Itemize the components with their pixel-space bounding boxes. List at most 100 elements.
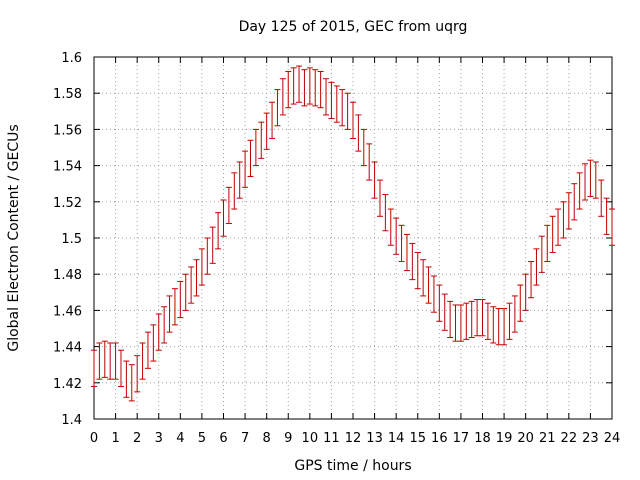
x-tick-label: 23 — [582, 431, 599, 446]
error-bar-point — [107, 342, 114, 380]
error-bar-point — [463, 302, 470, 340]
error-bar-point — [301, 69, 308, 107]
y-tick-label: 1.46 — [53, 304, 82, 319]
error-bar-point — [414, 251, 421, 290]
y-tick-label: 1.44 — [53, 341, 82, 356]
error-bar-point — [436, 284, 443, 322]
error-bar-point — [166, 295, 173, 333]
error-bar-point — [209, 226, 216, 264]
error-bar-point — [479, 299, 486, 337]
error-bar-point — [587, 159, 594, 197]
x-tick-label: 2 — [133, 431, 141, 446]
y-axis-label: Global Electron Content / GECUs — [6, 124, 22, 351]
error-bar-point — [549, 215, 556, 253]
error-bar-point — [603, 197, 610, 235]
error-bar-point — [355, 114, 362, 152]
error-bar-point — [128, 364, 135, 402]
error-bar-point — [193, 259, 200, 297]
error-bar-point — [290, 67, 297, 105]
error-bar-point — [134, 355, 141, 393]
error-bar-point — [555, 208, 562, 246]
error-bar-point — [117, 349, 124, 387]
error-bar-point — [323, 78, 330, 116]
error-bar-point — [317, 70, 324, 109]
x-tick-label: 8 — [263, 431, 271, 446]
y-tick-label: 1.56 — [53, 123, 82, 138]
error-bar-point — [112, 342, 119, 380]
error-bar-point — [403, 233, 410, 272]
error-bar-point — [296, 65, 303, 103]
error-bar-point — [258, 121, 265, 159]
error-bar-point — [376, 179, 383, 217]
error-bar-point — [571, 183, 578, 221]
y-tick-label: 1.42 — [53, 377, 82, 392]
error-bar-point — [420, 259, 427, 297]
error-bar-point — [269, 101, 276, 139]
y-tick-label: 1.58 — [53, 87, 82, 102]
error-bar-point — [560, 201, 567, 239]
x-tick-label: 16 — [431, 431, 448, 446]
error-bar-point — [247, 139, 254, 177]
x-tick-label: 11 — [323, 431, 340, 446]
error-bar-point — [447, 300, 454, 339]
error-bar-point — [382, 194, 389, 232]
error-bar-point — [398, 224, 405, 263]
x-tick-label: 13 — [366, 431, 383, 446]
error-bar-point — [339, 89, 346, 127]
error-bar-point — [155, 313, 162, 351]
error-bar-point — [393, 217, 400, 255]
error-bar-point — [161, 306, 168, 344]
error-bar-point — [468, 300, 475, 339]
error-bar-point — [506, 302, 513, 340]
error-bar-point — [333, 85, 340, 123]
x-tick-label: 5 — [198, 431, 206, 446]
x-tick-label: 15 — [409, 431, 426, 446]
error-bar-point — [242, 150, 249, 188]
error-bar-point — [495, 308, 502, 346]
x-tick-label: 24 — [604, 431, 621, 446]
y-tick-label: 1.6 — [61, 51, 82, 66]
chart-title: Day 125 of 2015, GEC from uqrg — [239, 19, 468, 35]
error-bar-point — [474, 299, 481, 337]
error-bar-point — [517, 284, 524, 322]
x-tick-label: 0 — [90, 431, 98, 446]
error-bar-point — [360, 128, 367, 167]
x-tick-label: 10 — [302, 431, 319, 446]
error-bar-point — [430, 275, 437, 313]
data-points — [91, 65, 615, 402]
error-bar-point — [425, 266, 432, 304]
error-bar-point — [144, 331, 151, 369]
error-bar-point — [609, 208, 615, 246]
error-bar-point — [328, 81, 335, 120]
error-bar-point — [123, 360, 130, 398]
error-bar-point — [182, 273, 189, 311]
error-bar-point — [501, 308, 508, 346]
error-bar-point — [188, 266, 195, 304]
error-bar-point — [285, 70, 292, 109]
error-bar-point — [484, 302, 491, 340]
error-bar-point — [490, 306, 497, 344]
y-tick-label: 1.4 — [61, 413, 82, 428]
error-bar-point — [457, 304, 464, 342]
x-tick-label: 14 — [388, 431, 405, 446]
error-bar-point — [171, 288, 178, 326]
error-bar-point — [231, 172, 238, 210]
y-tick-label: 1.54 — [53, 160, 82, 175]
error-bar-point — [522, 273, 529, 311]
x-tick-label: 20 — [517, 431, 534, 446]
x-tick-label: 12 — [345, 431, 362, 446]
error-bar-point — [452, 304, 459, 342]
x-tick-label: 1 — [111, 431, 119, 446]
error-bar-point — [252, 128, 259, 167]
error-bar-point — [139, 342, 146, 380]
x-tick-label: 3 — [155, 431, 163, 446]
error-bar-point — [441, 293, 448, 331]
y-tick-labels: 1.4 1.42 1.44 1.46 1.48 1.5 1.52 1.54 1.56 1.58 1.… — [53, 51, 82, 428]
error-bar-point — [96, 342, 103, 380]
x-tick-label: 17 — [453, 431, 470, 446]
x-tick-label: 4 — [176, 431, 184, 446]
error-bar-point — [263, 112, 270, 150]
error-bar-point — [511, 295, 518, 333]
error-bar-point — [350, 101, 356, 139]
error-bar-point — [150, 324, 157, 362]
